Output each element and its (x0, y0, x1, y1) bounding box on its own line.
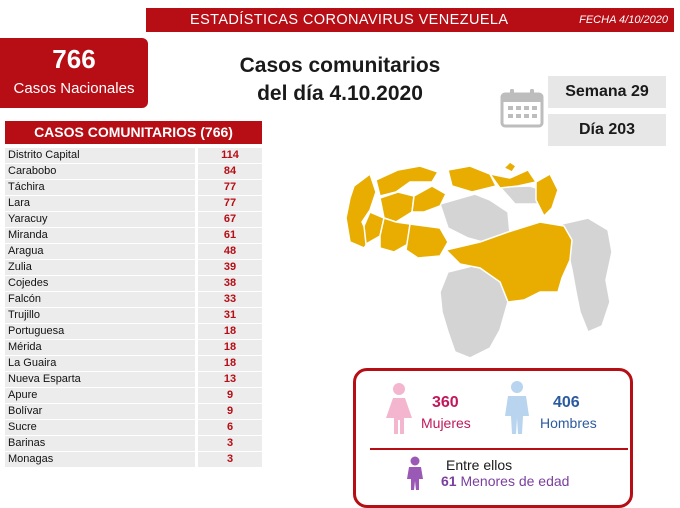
table-row: Falcón 33 (5, 292, 262, 308)
state-cases: 3 (198, 452, 262, 467)
women-label: Mujeres (421, 415, 471, 431)
report-date: FECHA 4/10/2020 (579, 14, 668, 26)
week-box: Semana 29 (548, 76, 666, 108)
table-row: Miranda 61 (5, 228, 262, 244)
table-row: Trujillo 31 (5, 308, 262, 324)
table-header: CASOS COMUNITARIOS (766) (5, 121, 262, 144)
national-cases-box: 766 Casos Nacionales (0, 38, 148, 108)
table-row: Aragua 48 (5, 244, 262, 260)
state-name: Sucre (5, 420, 195, 435)
table-row: Yaracuy 67 (5, 212, 262, 228)
state-cases: 114 (198, 148, 262, 163)
minors-label: Menores de edad (460, 473, 570, 489)
table-row: Monagas 3 (5, 452, 262, 468)
table-row: Apure 9 (5, 388, 262, 404)
state-name: Falcón (5, 292, 195, 307)
state-name: Distrito Capital (5, 148, 195, 163)
minors-count: 61 (441, 473, 457, 489)
men-count: 406 (553, 394, 580, 411)
state-cases: 3 (198, 436, 262, 451)
state-name: Lara (5, 196, 195, 211)
state-cases: 39 (198, 260, 262, 275)
child-icon (407, 456, 423, 490)
table-row: Mérida 18 (5, 340, 262, 356)
state-cases: 48 (198, 244, 262, 259)
state-cases: 38 (198, 276, 262, 291)
state-name: Cojedes (5, 276, 195, 291)
table-row: Distrito Capital 114 (5, 148, 262, 164)
state-name: Miranda (5, 228, 195, 243)
state-name: Mérida (5, 340, 195, 355)
state-name: Monagas (5, 452, 195, 467)
table-row: Barinas 3 (5, 436, 262, 452)
state-cases: 84 (198, 164, 262, 179)
calendar-icon (500, 89, 544, 128)
state-name: Nueva Esparta (5, 372, 195, 387)
state-cases: 13 (198, 372, 262, 387)
state-cases: 77 (198, 196, 262, 211)
table-row: Bolívar 9 (5, 404, 262, 420)
state-name: Barinas (5, 436, 195, 451)
table-row: Lara 77 (5, 196, 262, 212)
map-affected (345, 161, 573, 303)
state-name: Zulia (5, 260, 195, 275)
state-cases: 61 (198, 228, 262, 243)
men-label: Hombres (540, 415, 597, 431)
state-name: Trujillo (5, 308, 195, 323)
table-row: Cojedes 38 (5, 276, 262, 292)
table-row: Zulia 39 (5, 260, 262, 276)
table-row: Portuguesa 18 (5, 324, 262, 340)
state-cases: 18 (198, 324, 262, 339)
state-cases: 67 (198, 212, 262, 227)
state-cases: 18 (198, 356, 262, 371)
state-cases: 33 (198, 292, 262, 307)
cases-table: Distrito Capital 114 Carabobo 84 Táchira 77… (5, 148, 262, 468)
day-box: Día 203 (548, 114, 666, 146)
woman-icon (386, 383, 412, 434)
state-name: Yaracuy (5, 212, 195, 227)
state-cases: 9 (198, 404, 262, 419)
table-row: La Guaira 18 (5, 356, 262, 372)
man-icon (505, 381, 529, 434)
state-cases: 31 (198, 308, 262, 323)
main-title-line1: Casos comunitarios (239, 54, 441, 77)
state-cases: 18 (198, 340, 262, 355)
table-row: Carabobo 84 (5, 164, 262, 180)
state-name: Carabobo (5, 164, 195, 179)
page-title: ESTADÍSTICAS CORONAVIRUS VENEZUELA (190, 12, 509, 28)
state-name: Apure (5, 388, 195, 403)
table-row: Sucre 6 (5, 420, 262, 436)
minors-intro: Entre ellos (446, 457, 513, 473)
women-count: 360 (432, 394, 459, 411)
table-row: Nueva Esparta 13 (5, 372, 262, 388)
main-title: Casos comunitarios del día 4.10.2020 (230, 52, 450, 108)
national-cases-count: 766 (52, 44, 96, 74)
main-title-line2: del día 4.10.2020 (257, 82, 423, 105)
minors-line: 61 Menores de edad (441, 473, 569, 489)
state-name: Táchira (5, 180, 195, 195)
state-cases: 9 (198, 388, 262, 403)
national-cases-label: Casos Nacionales (13, 80, 135, 97)
state-cases: 77 (198, 180, 262, 195)
state-cases: 6 (198, 420, 262, 435)
gender-divider (370, 448, 628, 450)
table-row: Táchira 77 (5, 180, 262, 196)
state-name: Aragua (5, 244, 195, 259)
header-bar: ESTADÍSTICAS CORONAVIRUS VENEZUELA FECHA… (146, 8, 674, 32)
state-name: Bolívar (5, 404, 195, 419)
venezuela-map (345, 161, 613, 359)
state-name: Portuguesa (5, 324, 195, 339)
state-name: La Guaira (5, 356, 195, 371)
